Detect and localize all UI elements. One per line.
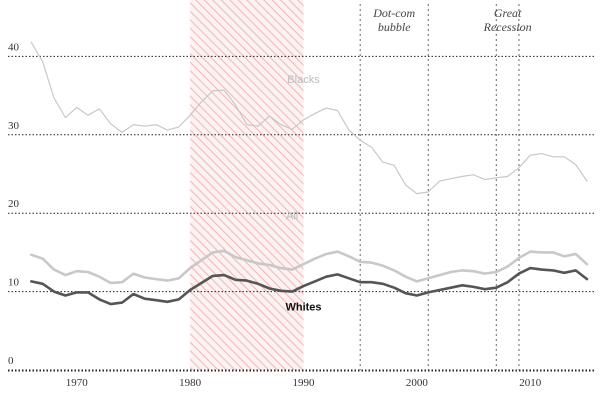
event-label: Dot-com bbox=[372, 6, 415, 20]
series-label-whites: Whites bbox=[285, 301, 321, 313]
x-tick-label: 1980 bbox=[179, 377, 202, 389]
event-label: bubble bbox=[378, 20, 411, 34]
series-line-blacks bbox=[30, 41, 588, 195]
series-label-blacks: Blacks bbox=[287, 74, 320, 86]
shaded-period bbox=[190, 0, 304, 370]
x-tick-label: 1970 bbox=[66, 377, 89, 389]
y-tick-label: 0 bbox=[8, 355, 14, 367]
y-tick-label: 40 bbox=[8, 41, 20, 53]
x-tick-label: 2010 bbox=[519, 377, 542, 389]
series-label-all: All bbox=[286, 210, 298, 222]
series-line-whites bbox=[29, 266, 589, 306]
series-line-all bbox=[29, 249, 589, 285]
event-label: Recession bbox=[483, 20, 532, 34]
event-label: Great bbox=[494, 6, 522, 20]
x-tick-label: 2000 bbox=[406, 377, 429, 389]
x-tick-label: 1990 bbox=[293, 377, 316, 389]
y-tick-label: 30 bbox=[8, 120, 20, 132]
y-tick-label: 20 bbox=[8, 198, 20, 210]
y-tick-label: 10 bbox=[8, 277, 20, 289]
